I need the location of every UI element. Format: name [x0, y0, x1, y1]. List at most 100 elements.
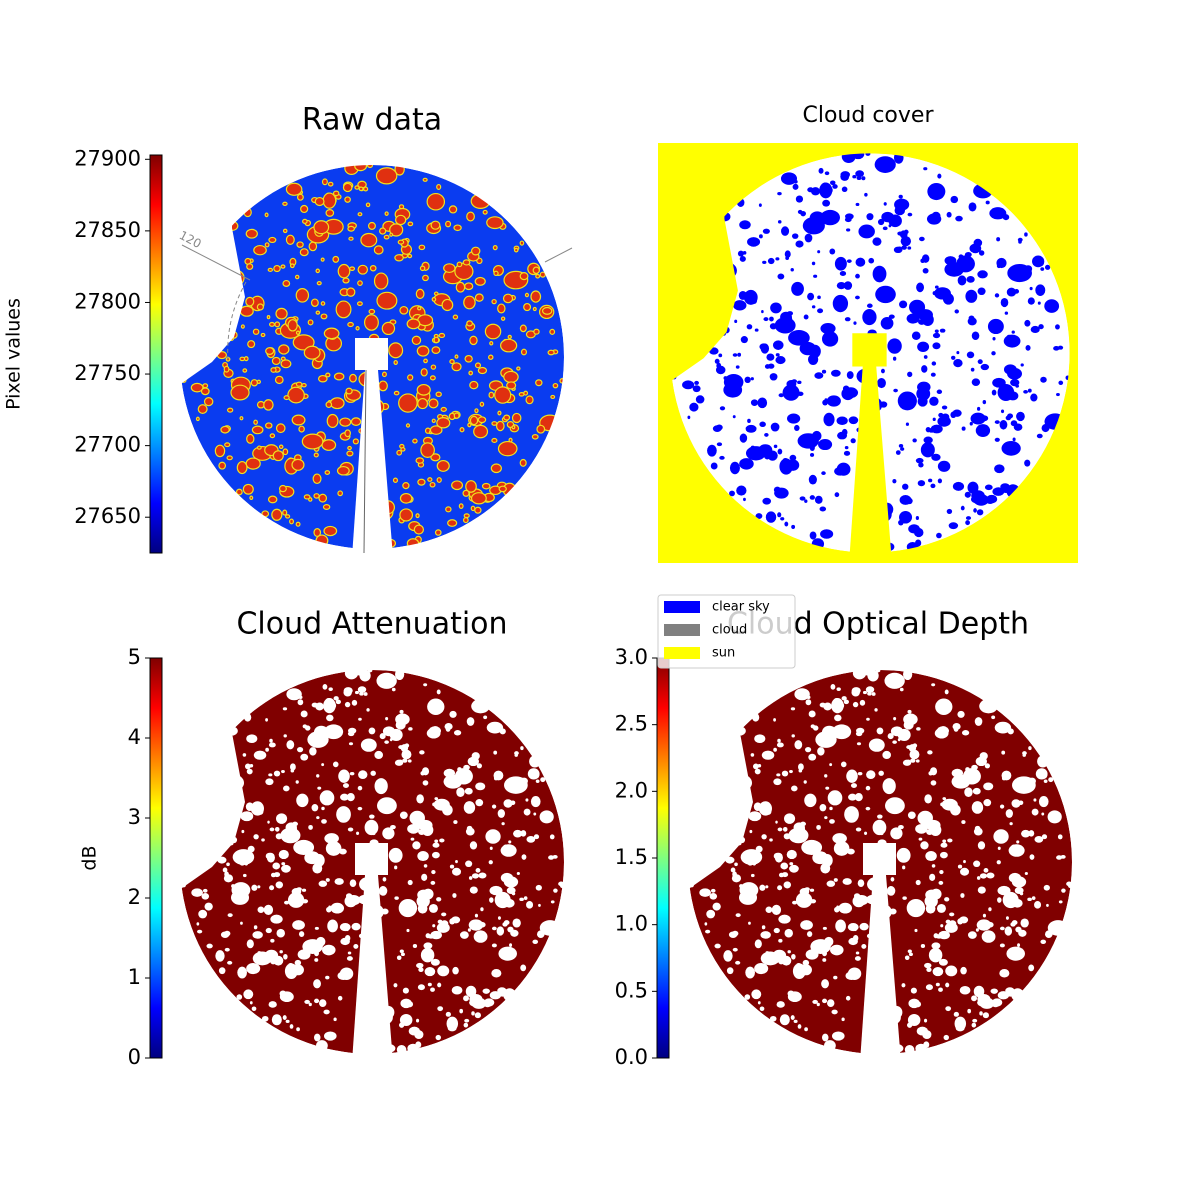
blob	[964, 491, 971, 498]
blob	[790, 1015, 795, 1020]
blob	[240, 921, 243, 925]
blob	[979, 752, 988, 760]
blob	[407, 221, 414, 227]
blob	[917, 341, 930, 353]
blob	[225, 726, 238, 736]
blob	[923, 167, 928, 171]
blob	[1065, 375, 1070, 380]
blob	[989, 207, 1007, 220]
blob	[314, 926, 319, 930]
blob	[192, 323, 199, 331]
blob	[423, 683, 428, 687]
blob	[1024, 232, 1028, 237]
blob	[794, 688, 810, 701]
blob	[263, 904, 274, 916]
blob	[427, 477, 433, 482]
blob	[406, 928, 410, 933]
blob	[901, 983, 906, 988]
blob	[265, 747, 269, 752]
blob	[982, 1012, 989, 1019]
blob	[371, 831, 376, 836]
blob	[868, 257, 875, 264]
blob	[246, 963, 261, 975]
blob	[195, 349, 210, 364]
blob	[886, 886, 896, 896]
blob	[417, 478, 426, 486]
blob	[936, 389, 943, 395]
blob	[965, 767, 970, 772]
blob	[393, 390, 400, 396]
blob	[337, 995, 343, 1001]
blob	[865, 151, 871, 156]
blob	[941, 405, 948, 410]
blob	[428, 726, 441, 736]
blob	[896, 847, 911, 863]
blob	[1030, 393, 1038, 402]
blob	[932, 291, 937, 296]
blob	[205, 323, 214, 332]
blob	[1011, 876, 1027, 888]
blob	[856, 176, 861, 180]
blob	[704, 922, 708, 926]
blob	[279, 950, 283, 954]
blob	[791, 785, 798, 792]
blob	[843, 450, 851, 456]
blob	[981, 930, 996, 943]
blob	[316, 774, 320, 778]
blob	[436, 897, 442, 902]
blob	[475, 782, 486, 791]
blob	[723, 326, 730, 334]
blob	[539, 920, 561, 936]
blob	[278, 444, 284, 450]
blob	[760, 931, 771, 939]
blob	[507, 334, 512, 340]
blob	[906, 313, 920, 324]
blob	[983, 868, 989, 873]
blob	[225, 220, 239, 232]
blob	[366, 708, 370, 712]
blob	[1021, 829, 1031, 838]
blob	[915, 1043, 927, 1054]
blob	[252, 931, 263, 939]
blob	[283, 953, 288, 960]
blob	[430, 220, 441, 230]
blob	[523, 808, 531, 816]
blob	[932, 342, 941, 350]
blob	[533, 772, 540, 779]
blob	[829, 806, 833, 811]
blob	[997, 846, 1001, 850]
colorbar-tick-label: 5	[128, 645, 141, 669]
blob	[466, 717, 475, 726]
blob	[427, 698, 445, 715]
blob	[374, 950, 383, 959]
blob	[779, 1014, 790, 1026]
blob	[197, 929, 203, 934]
blob	[1058, 900, 1063, 904]
blob	[453, 412, 460, 419]
blob	[728, 931, 738, 938]
blob	[333, 1017, 337, 1022]
blob	[1041, 772, 1048, 779]
blob	[955, 215, 963, 222]
blob	[477, 416, 487, 424]
blob	[691, 262, 700, 270]
blob	[396, 449, 403, 456]
blob	[488, 391, 495, 399]
blob	[1012, 437, 1016, 442]
blob	[369, 427, 375, 434]
blob	[419, 750, 425, 755]
blob	[357, 280, 363, 286]
blob	[791, 233, 799, 239]
blob	[476, 763, 482, 769]
blob	[786, 413, 801, 424]
blob	[860, 527, 879, 542]
blob	[777, 512, 782, 518]
blob	[945, 982, 950, 988]
colorbar-tick-label: 1.0	[615, 912, 648, 936]
blob	[950, 411, 957, 419]
blob	[445, 1011, 451, 1017]
blob	[924, 794, 932, 804]
blob	[508, 840, 512, 844]
blob	[765, 809, 772, 815]
blob	[452, 966, 459, 975]
